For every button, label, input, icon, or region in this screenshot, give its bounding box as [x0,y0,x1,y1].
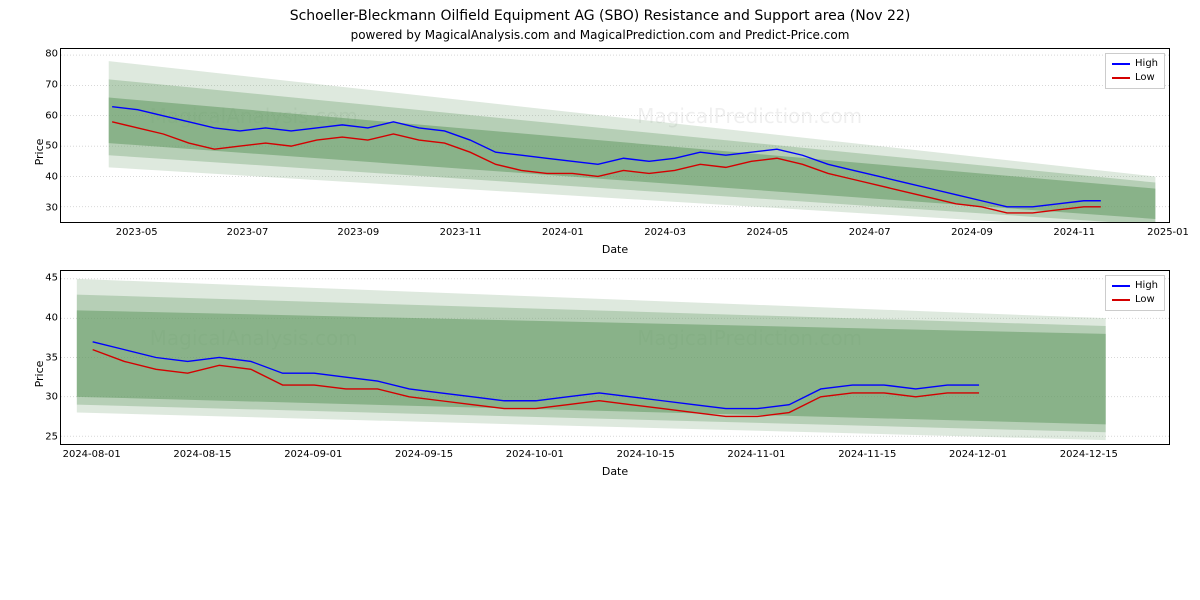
legend-swatch-high [1112,63,1130,65]
ytick-label: 70 [32,79,58,90]
ytick-label: 40 [32,312,58,323]
chart2-xticks: 2024-08-01 2024-08-15 2024-09-01 2024-09-15… [60,449,1170,463]
chart2-svg [61,271,1169,444]
legend-label-high: High [1135,57,1158,71]
xtick-label: 2024-11-01 [727,449,785,460]
xtick-label: 2023-05 [116,227,158,238]
legend-label-low: Low [1135,71,1155,85]
xtick-label: 2024-08-01 [63,449,121,460]
xtick-label: 2024-09 [951,227,993,238]
legend-swatch-low [1112,77,1130,79]
xtick-label: 2023-09 [337,227,379,238]
xtick-label: 2023-07 [227,227,269,238]
xtick-label: 2024-11-15 [838,449,896,460]
chart2-yticks: 25 30 35 40 45 [32,270,58,445]
xtick-label: 2024-11 [1053,227,1095,238]
xtick-label: 2024-09-01 [284,449,342,460]
xtick-label: 2024-07 [849,227,891,238]
xtick-label: 2024-03 [644,227,686,238]
legend-row-low: Low [1112,293,1158,307]
xtick-label: 2024-05 [747,227,789,238]
chart-title: Schoeller-Bleckmann Oilfield Equipment A… [20,8,1180,24]
xtick-label: 2025-01 [1147,227,1189,238]
chart-bottom-wrap: Price 2530354045 MagicalAnalysis.com Mag… [60,270,1170,478]
ytick-label: 30 [32,202,58,213]
chart2-xlabel: Date [60,465,1170,478]
chart1-xticks: 2023-05 2023-07 2023-09 2023-11 2024-01 2024-… [60,227,1170,241]
ytick-label: 40 [32,171,58,182]
xtick-label: 2024-09-15 [395,449,453,460]
xtick-label: 2024-10-01 [506,449,564,460]
chart-bottom: MagicalAnalysis.com MagicalPrediction.co… [60,270,1170,445]
xtick-label: 2024-12-01 [949,449,1007,460]
xtick-label: 2024-08-15 [173,449,231,460]
ytick-label: 30 [32,392,58,403]
ytick-label: 25 [32,432,58,443]
chart1-yticks: 30 40 50 60 70 80 [32,48,58,223]
ytick-label: 50 [32,141,58,152]
ytick-label: 45 [32,272,58,283]
chart-top: MagicalAnalysis.com MagicalPrediction.co… [60,48,1170,223]
ytick-label: 80 [32,49,58,60]
chart1-svg [61,49,1169,222]
xtick-label: 2024-10-15 [617,449,675,460]
chart1-xlabel: Date [60,243,1170,256]
xtick-label: 2023-11 [440,227,482,238]
xtick-label: 2024-12-15 [1060,449,1118,460]
legend-label-high: High [1135,279,1158,293]
legend-row-low: Low [1112,71,1158,85]
legend-row-high: High [1112,279,1158,293]
legend-label-low: Low [1135,293,1155,307]
ytick-label: 60 [32,110,58,121]
xtick-label: 2024-01 [542,227,584,238]
chart-subtitle: powered by MagicalAnalysis.com and Magic… [20,28,1180,42]
chart-top-wrap: Price 304050607080 MagicalAnalysis.com M… [60,48,1170,256]
ytick-label: 35 [32,352,58,363]
legend-swatch-low [1112,299,1130,301]
legend-row-high: High [1112,57,1158,71]
legend: High Low [1105,275,1165,311]
legend: High Low [1105,53,1165,89]
legend-swatch-high [1112,285,1130,287]
